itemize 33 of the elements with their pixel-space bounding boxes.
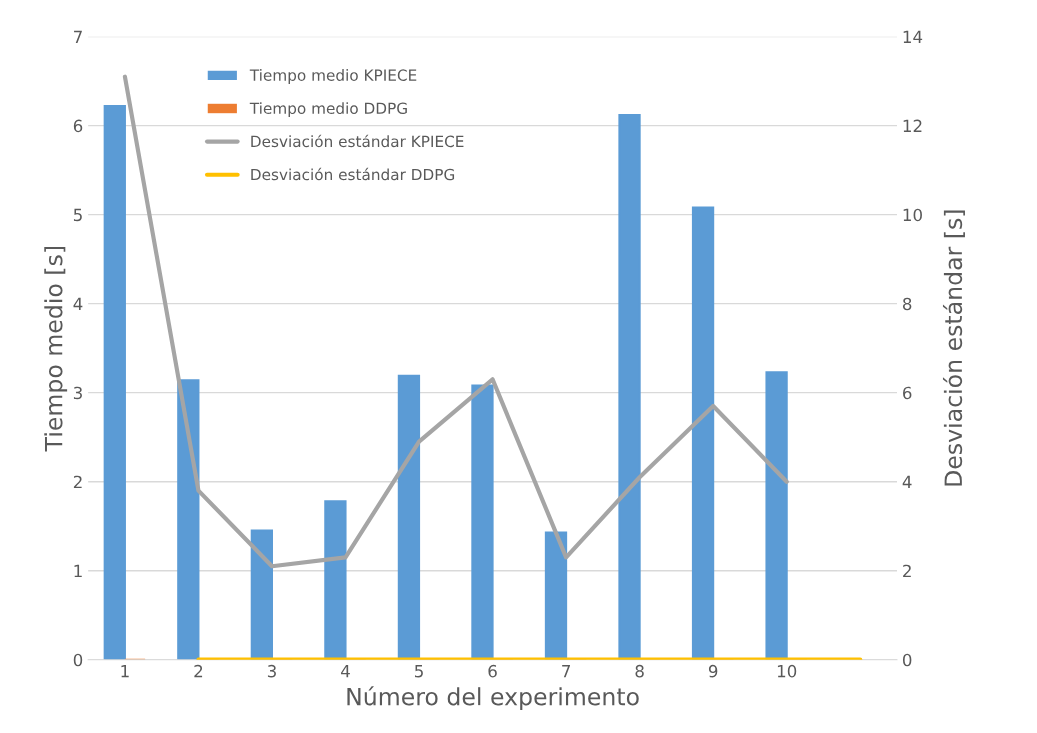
y-tick-label: 7	[74, 30, 82, 43]
y-tick-label: 1	[74, 564, 82, 578]
x-tick-label: 1	[121, 665, 129, 678]
y2-axis-title: Desviación estándar [s]	[942, 210, 965, 486]
y2-tick-label: 8	[903, 297, 912, 311]
y-axis-title: Tiempo medio [s]	[44, 246, 68, 452]
legend-label: Desviación estándar KPIECE	[251, 134, 464, 148]
y2-tick-label: 10	[903, 208, 922, 222]
y2-tick-label: 0	[902, 653, 912, 667]
x-tick-label: 2	[194, 664, 203, 678]
x-tick-label: 6	[488, 664, 497, 678]
x-tick-label: 8	[635, 664, 644, 678]
x-tick-label: 5	[415, 665, 423, 678]
y2-tick-label: 14	[903, 30, 923, 43]
x-axis-title: Número del experimento	[347, 686, 639, 711]
x-tick-label: 4	[341, 665, 350, 678]
y2-tick-label: 4	[902, 475, 912, 489]
legend-label: Tiempo medio KPIECE	[249, 69, 417, 84]
x-tick-label: 3	[267, 664, 276, 678]
legend-label: Tiempo medio DDPG	[249, 102, 407, 117]
x-tick-label: 9	[708, 664, 718, 678]
y-tick-label: 5	[73, 208, 82, 222]
x-tick-label: 10	[777, 664, 797, 678]
y-tick-label: 3	[73, 386, 82, 400]
y-tick-label: 4	[73, 297, 83, 310]
y-tick-label: 2	[73, 475, 82, 489]
y-tick-label: 6	[73, 119, 83, 133]
legend-label: Desviación estándar DDPG	[251, 167, 455, 181]
x-tick-label: 7	[562, 665, 570, 678]
y-tick-label: 0	[73, 653, 83, 667]
y2-tick-label: 6	[903, 386, 912, 400]
y2-tick-label: 12	[903, 119, 922, 132]
y2-tick-label: 2	[903, 564, 911, 578]
